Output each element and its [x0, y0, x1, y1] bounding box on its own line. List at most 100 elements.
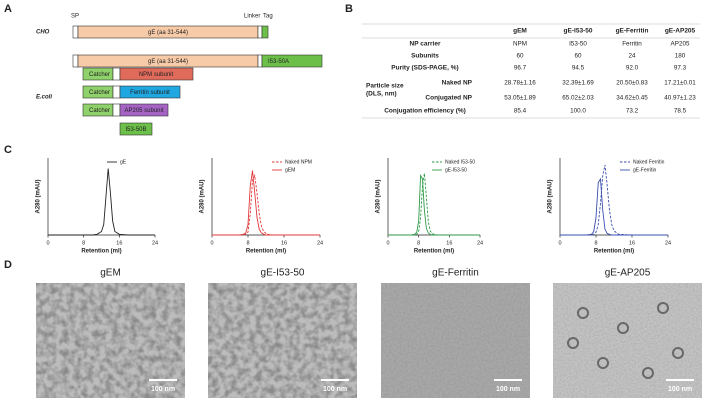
x-tick-label: 24 — [317, 240, 323, 246]
legend-label: gE-I53-50 — [445, 167, 467, 173]
ferritin-box — [119, 85, 181, 99]
table-cell: 92.0 — [626, 65, 639, 72]
table-cell: 65.02±2.03 — [562, 95, 594, 102]
x-tick-label: 16 — [629, 240, 635, 246]
particle — [672, 347, 684, 359]
x-axis-label: Retention (ml) — [414, 249, 454, 255]
column-header: gE-Ferritin — [616, 28, 649, 35]
x-tick-label: 0 — [386, 240, 389, 246]
i5350b-box — [119, 122, 153, 136]
row-label: Naked NP — [442, 80, 473, 87]
segment-label: gE (aa 31-544) — [148, 59, 188, 65]
i5350a-box — [261, 54, 323, 68]
x-tick-label: 0 — [210, 240, 213, 246]
table-cell: AP205 — [671, 41, 690, 48]
row-label: Purity (SDS-PAGE, %) — [391, 65, 458, 72]
x-tick-label: 8 — [594, 240, 597, 246]
sp-box — [72, 54, 79, 68]
x-tick-label: 24 — [477, 240, 483, 246]
table-cell: 24 — [628, 53, 636, 60]
particle — [642, 367, 654, 379]
panel-label: C — [4, 144, 12, 156]
table-cell: 34.62±0.45 — [616, 95, 648, 102]
legend-label: gE-Ferritin — [633, 167, 657, 173]
table-cell: 60 — [516, 53, 524, 60]
particle — [597, 357, 609, 369]
panel-label: A — [4, 3, 12, 15]
y-axis-label: A280 (mAU) — [200, 179, 206, 213]
series-line — [560, 164, 668, 236]
table-cell: 85.4 — [514, 108, 527, 115]
scale-label: 100 nm — [668, 386, 692, 393]
column-header: gE-I53-50 — [564, 28, 593, 35]
linker-box — [257, 54, 263, 68]
marker-label: Linker — [244, 14, 260, 20]
x-tick-label: 8 — [82, 240, 85, 246]
table-cell: NPM — [513, 41, 527, 48]
linker-box — [112, 103, 121, 117]
legend-label: Naked I53-50 — [445, 159, 475, 165]
segment-label: Catcher — [89, 90, 110, 96]
image-title: gE-AP205 — [605, 268, 651, 279]
row-label: Conjugated NP — [425, 95, 472, 102]
series-line — [560, 177, 668, 236]
panel-label: D — [4, 259, 12, 271]
table-cell: Ferritin — [622, 41, 642, 48]
sp-box — [72, 25, 79, 39]
x-tick-label: 24 — [152, 240, 158, 246]
linker-box — [112, 85, 121, 99]
em-texture — [36, 283, 185, 398]
table-cell: 94.5 — [572, 65, 585, 72]
table-cell: 20.50±0.83 — [616, 80, 648, 87]
segment-label: NPM subunit — [139, 72, 174, 78]
y-axis-label: A280 (mAU) — [376, 179, 382, 213]
legend-label: gE — [120, 159, 127, 165]
segment-label: Ferritin subunit — [130, 90, 170, 96]
em-texture — [381, 283, 530, 398]
construct-diagram: SP Linker Tag CHO gE (aa 31-544) gE (aa … — [36, 14, 323, 136]
row-label: Subunits — [411, 53, 439, 60]
chromatograms: 0 8 16 24 Retention (ml) A280 (mAU) gE 0 8 16 24 Re… — [36, 158, 671, 255]
table-cell: 100.0 — [570, 108, 586, 115]
segment-label: AP205 subunit — [124, 108, 163, 114]
table-cell: 53.05±1.89 — [504, 95, 536, 102]
linker-box — [112, 67, 121, 81]
row-label: Conjugation efficiency (%) — [384, 108, 466, 115]
scale-label: 100 nm — [151, 386, 175, 393]
series-line — [48, 168, 155, 236]
x-tick-label: 8 — [246, 240, 249, 246]
table: gEM gE-I53-50 gE-Ferritin gE-AP205 NP carrie… — [362, 23, 700, 119]
segment-label: gE (aa 31-544) — [148, 30, 188, 36]
row-label: NP carrier — [410, 41, 441, 48]
marker-label: SP — [71, 14, 79, 20]
panel-label: B — [345, 3, 353, 15]
particle — [577, 307, 589, 319]
scale-label: 100 nm — [496, 386, 520, 393]
legend-label: gEM — [285, 167, 295, 173]
host-label: CHO — [36, 30, 50, 36]
column-header: gE-AP205 — [665, 28, 696, 35]
segment-label: I53-50B — [125, 127, 146, 133]
table-cell: 73.2 — [626, 108, 639, 115]
x-tick-label: 0 — [46, 240, 49, 246]
x-tick-label: 16 — [446, 240, 452, 246]
particle — [657, 302, 669, 314]
ap205-box — [119, 103, 169, 117]
row-group: (DLS, nm) — [366, 91, 397, 98]
image-title: gE-I53-50 — [261, 268, 305, 279]
table-cell: I53-50 — [569, 41, 587, 48]
segment-label: Catcher — [89, 108, 110, 114]
x-tick-label: 8 — [417, 240, 420, 246]
linker-box — [257, 25, 263, 39]
x-tick-label: 24 — [665, 240, 671, 246]
y-axis-label: A280 (mAU) — [36, 179, 42, 213]
x-tick-label: 0 — [558, 240, 561, 246]
legend-label: Naked Ferritin — [633, 159, 665, 165]
x-axis-label: Retention (ml) — [81, 249, 121, 255]
x-tick-label: 16 — [116, 240, 122, 246]
table-cell: 17.21±0.01 — [664, 80, 696, 87]
image-title: gEM — [100, 268, 121, 279]
table-cell: 97.3 — [674, 65, 687, 72]
x-tick-label: 16 — [281, 240, 287, 246]
table-cell: 40.97±1.23 — [664, 95, 696, 102]
